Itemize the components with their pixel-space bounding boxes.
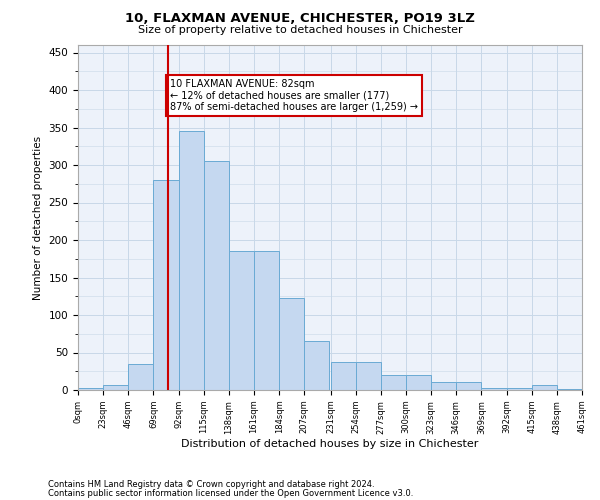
Bar: [254, 251, 279, 390]
Bar: [229, 251, 254, 390]
Text: 10 FLAXMAN AVENUE: 82sqm
← 12% of detached houses are smaller (177)
87% of semi-: 10 FLAXMAN AVENUE: 82sqm ← 12% of detach…: [170, 78, 418, 112]
Bar: [557, 388, 582, 390]
Bar: [356, 362, 381, 390]
X-axis label: Distribution of detached houses by size in Chichester: Distribution of detached houses by size …: [181, 439, 479, 449]
Bar: [406, 375, 431, 390]
Bar: [456, 382, 481, 390]
Text: Contains public sector information licensed under the Open Government Licence v3: Contains public sector information licen…: [48, 489, 413, 498]
Bar: [532, 385, 557, 390]
Bar: [304, 341, 329, 390]
Bar: [204, 161, 229, 390]
Bar: [481, 388, 506, 390]
Y-axis label: Number of detached properties: Number of detached properties: [33, 136, 43, 300]
Bar: [331, 362, 356, 390]
Bar: [506, 388, 532, 390]
Bar: [179, 131, 204, 390]
Bar: [381, 375, 406, 390]
Bar: [431, 382, 456, 390]
Bar: [154, 180, 179, 390]
Bar: [279, 298, 304, 390]
Text: Contains HM Land Registry data © Crown copyright and database right 2024.: Contains HM Land Registry data © Crown c…: [48, 480, 374, 489]
Text: Size of property relative to detached houses in Chichester: Size of property relative to detached ho…: [137, 25, 463, 35]
Bar: [103, 385, 128, 390]
Text: 10, FLAXMAN AVENUE, CHICHESTER, PO19 3LZ: 10, FLAXMAN AVENUE, CHICHESTER, PO19 3LZ: [125, 12, 475, 26]
Bar: [78, 388, 103, 390]
Bar: [128, 364, 154, 390]
